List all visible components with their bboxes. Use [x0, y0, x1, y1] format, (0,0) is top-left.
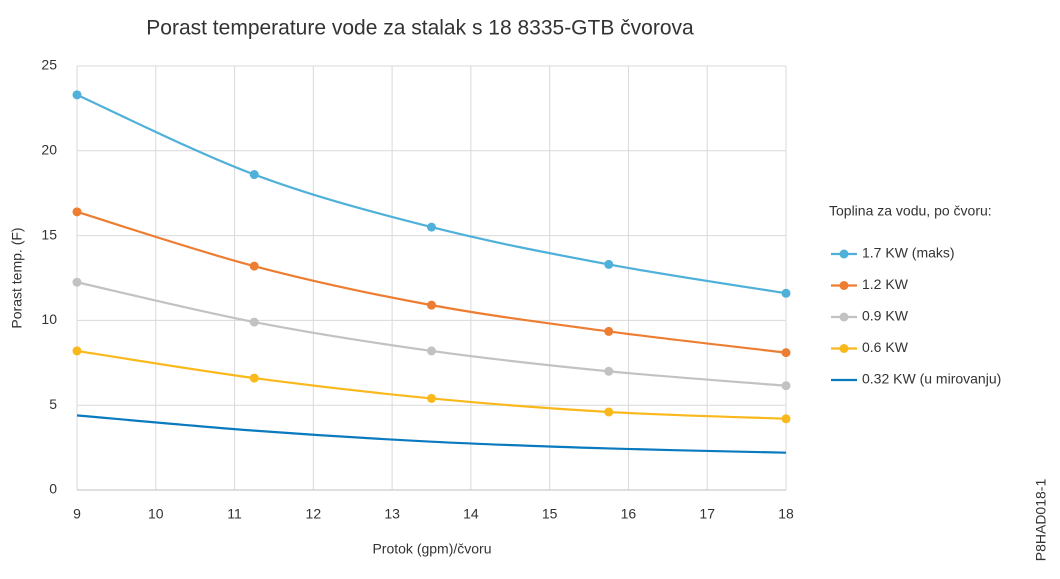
legend-marker	[839, 249, 849, 259]
marker	[604, 326, 614, 336]
marker	[72, 346, 82, 356]
marker	[781, 348, 791, 358]
x-tick-label: 12	[306, 506, 322, 522]
y-axis-label: Porast temp. (F)	[9, 227, 25, 328]
line	[76, 93, 787, 295]
x-tick-label: 14	[463, 506, 479, 522]
marker	[249, 373, 259, 383]
marker	[781, 381, 791, 391]
y-tick-label: 15	[41, 226, 57, 242]
y-tick-label: 0	[49, 481, 57, 497]
x-tick-label: 11	[227, 506, 242, 522]
marker	[427, 222, 436, 232]
legend-label: 0.32 KW (u mirovanju)	[862, 371, 1001, 387]
chart-title: Porast temperature vode za stalak s 18 8…	[146, 17, 694, 40]
x-tick-label: 15	[542, 506, 558, 522]
marker	[427, 346, 436, 356]
marker	[249, 261, 259, 271]
side-note: P8HAD018-1	[1033, 479, 1049, 562]
marker	[427, 300, 436, 310]
marker	[427, 393, 436, 403]
x-tick-label: 9	[73, 506, 81, 522]
legend-label: 1.7 KW (maks)	[862, 245, 955, 261]
marker	[781, 288, 791, 298]
marker	[249, 317, 259, 327]
legend-label: 0.6 KW	[862, 339, 909, 355]
x-tick-label: 16	[621, 506, 637, 522]
line	[76, 414, 787, 454]
y-tick-label: 5	[49, 396, 57, 412]
marker	[72, 277, 82, 287]
x-tick-label: 13	[384, 506, 400, 522]
marker	[604, 407, 614, 417]
y-tick-label: 25	[41, 57, 57, 73]
legend-marker	[839, 312, 849, 322]
marker	[604, 366, 614, 376]
x-axis-label: Protok (gpm)/čvoru	[372, 541, 491, 557]
x-tick-label: 17	[699, 506, 715, 522]
y-tick-label: 10	[41, 311, 57, 327]
marker	[72, 90, 82, 100]
line	[76, 281, 787, 387]
x-tick-label: 10	[148, 506, 164, 522]
legend-label: 1.2 KW	[862, 276, 909, 292]
line	[76, 349, 787, 420]
y-tick-label: 20	[41, 142, 57, 158]
marker	[781, 414, 791, 424]
line	[76, 210, 787, 354]
legend-marker	[839, 281, 849, 290]
marker	[72, 207, 82, 217]
x-tick-label: 18	[778, 506, 794, 522]
legend-label: 0.9 KW	[862, 308, 909, 324]
marker	[604, 259, 614, 269]
marker	[249, 170, 259, 180]
legend-title: Toplina za vodu, po čvoru:	[829, 203, 992, 219]
legend-marker	[839, 344, 849, 353]
